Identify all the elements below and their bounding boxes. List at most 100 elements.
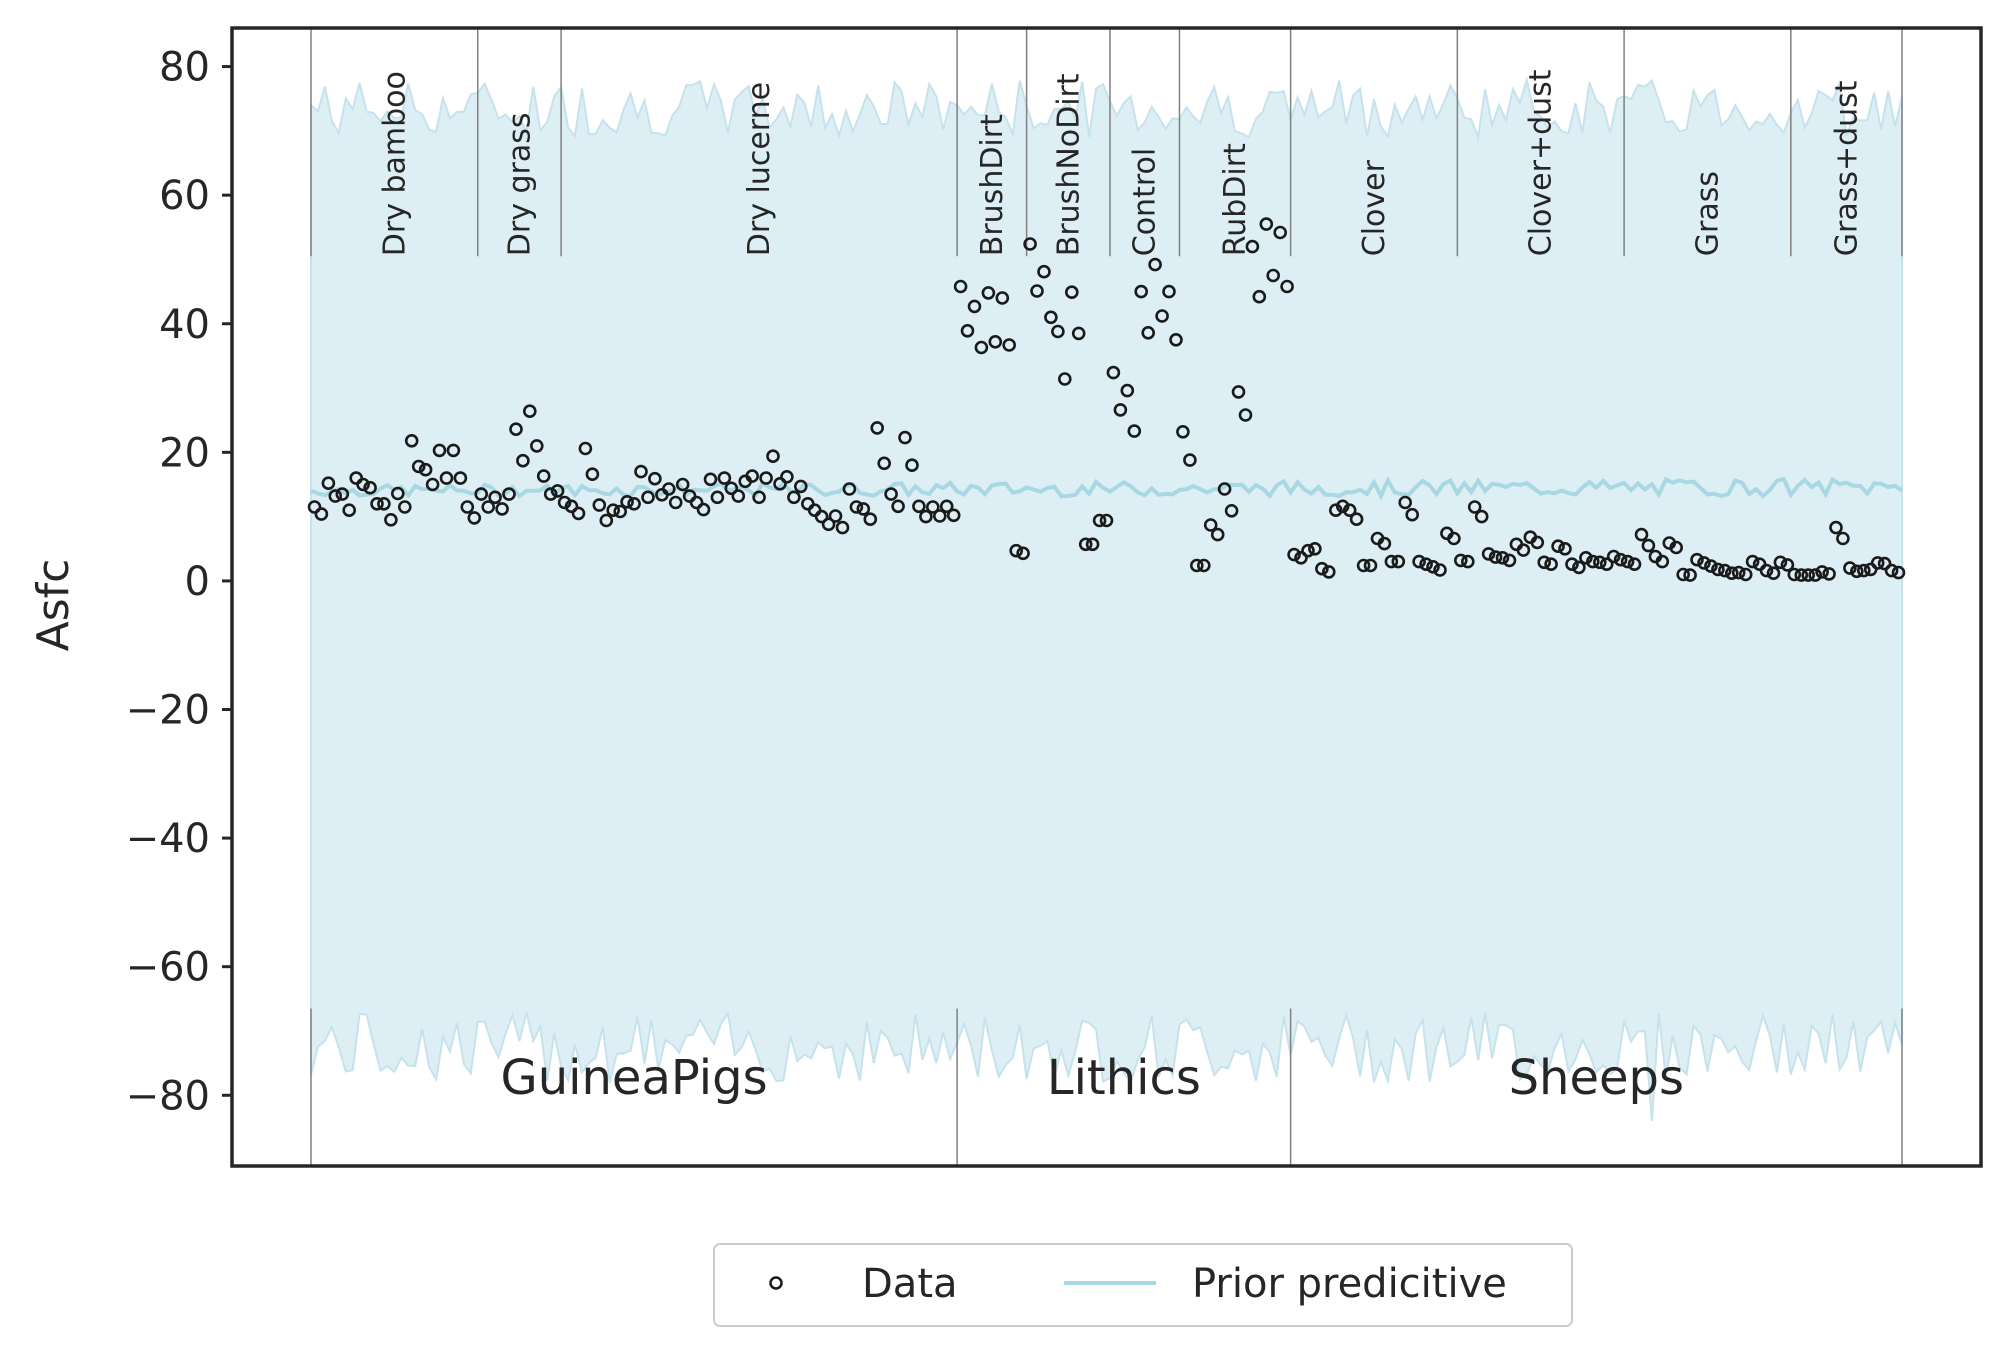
data-point: [1155, 309, 1169, 323]
data-point: [363, 480, 377, 495]
data-point: [925, 500, 940, 514]
data-point: [1738, 567, 1753, 582]
data-point: [1558, 541, 1572, 556]
data-point: [780, 469, 794, 484]
data-point: [1467, 500, 1482, 514]
data-point: [745, 469, 760, 483]
data-point: [1315, 561, 1329, 576]
data-point: [516, 453, 530, 468]
data-point: [1287, 547, 1301, 562]
y-tick-label: 80: [159, 45, 210, 91]
data-point: [307, 500, 322, 514]
data-point: [1259, 217, 1274, 231]
data-point: [1530, 535, 1545, 550]
data-point: [1731, 565, 1746, 580]
data-point: [1780, 558, 1795, 572]
group-label: GuineaPigs: [501, 1050, 768, 1106]
data-point: [397, 500, 412, 514]
data-point: [1245, 239, 1260, 254]
data-point: [1141, 325, 1155, 340]
data-point: [599, 513, 614, 528]
data-point: [1725, 566, 1739, 581]
data-point: [1620, 554, 1635, 569]
data-point: [550, 484, 565, 498]
data-point: [1113, 403, 1128, 417]
data-point: [1606, 549, 1621, 564]
data-point: [905, 458, 919, 473]
data-point: [1634, 527, 1649, 542]
data-point: [1488, 550, 1503, 564]
data-point: [828, 509, 843, 523]
data-point: [1356, 558, 1371, 573]
data-point: [703, 472, 718, 487]
data-point: [1599, 557, 1614, 572]
data-point: [1613, 552, 1628, 567]
data-point: [689, 495, 704, 510]
data-point: [1718, 563, 1732, 578]
y-tick-label: 20: [159, 430, 210, 476]
data-point: [766, 449, 780, 464]
data-point: [1655, 554, 1670, 569]
data-point: [557, 495, 572, 510]
data-point: [1565, 557, 1579, 572]
data-point: [1148, 257, 1162, 272]
data-point: [1537, 555, 1551, 570]
data-point: [453, 471, 468, 485]
data-point: [1280, 279, 1294, 294]
data-point: [1335, 499, 1350, 514]
data-point: [1412, 554, 1426, 569]
data-point: [1711, 562, 1725, 577]
data-point: [1169, 332, 1183, 347]
data-point: [856, 502, 871, 516]
data-point: [1190, 558, 1204, 573]
data-point: [988, 334, 1003, 349]
data-point: [960, 323, 975, 338]
data-point: [863, 512, 878, 527]
data-point: [1085, 537, 1100, 552]
data-point: [564, 499, 579, 514]
y-tick-label: 40: [159, 302, 210, 348]
data-point: [1884, 563, 1899, 578]
subgroup-label: Dry lucerne: [742, 82, 777, 256]
subgroup-label: BrushNoDirt: [1051, 73, 1086, 256]
data-point: [1759, 563, 1774, 578]
data-point: [1593, 555, 1607, 570]
data-point: [321, 476, 336, 491]
data-point: [571, 506, 586, 521]
data-point: [1447, 531, 1461, 546]
data-point: [543, 487, 558, 501]
data-point: [1349, 512, 1364, 527]
data-point: [849, 500, 864, 514]
data-point: [641, 490, 655, 505]
data-point: [1002, 338, 1017, 352]
plot-frame: [230, 26, 1983, 1168]
data-point: [1092, 513, 1107, 528]
data-point: [787, 490, 801, 505]
data-point: [481, 500, 496, 514]
data-point: [460, 500, 475, 514]
data-point: [370, 496, 384, 511]
group-label: Sheeps: [1509, 1050, 1684, 1106]
data-point: [1843, 561, 1857, 575]
data-point: [1058, 372, 1072, 386]
legend: Data Prior predicitive: [713, 1243, 1573, 1327]
data-point: [1224, 503, 1239, 518]
data-point: [1273, 225, 1287, 240]
data-point: [1183, 453, 1197, 467]
axes: 80 60 40 20 0 −20 −40 −60 −80: [126, 26, 1983, 1168]
data-point: [1037, 264, 1051, 279]
data-point: [432, 443, 447, 458]
data-point: [335, 487, 350, 501]
data-point: [661, 482, 676, 496]
prior-band-area: [310, 75, 1903, 1122]
data-point: [1044, 310, 1058, 325]
data-point: [1342, 503, 1357, 518]
data-point: [1301, 543, 1315, 558]
data-point: [1697, 556, 1711, 570]
data-point: [1502, 553, 1517, 568]
subgroup-label: Dry grass: [502, 112, 537, 256]
data-point: [1391, 554, 1406, 569]
data-point: [1238, 408, 1253, 422]
data-point: [404, 433, 419, 448]
data-point: [1516, 543, 1531, 557]
